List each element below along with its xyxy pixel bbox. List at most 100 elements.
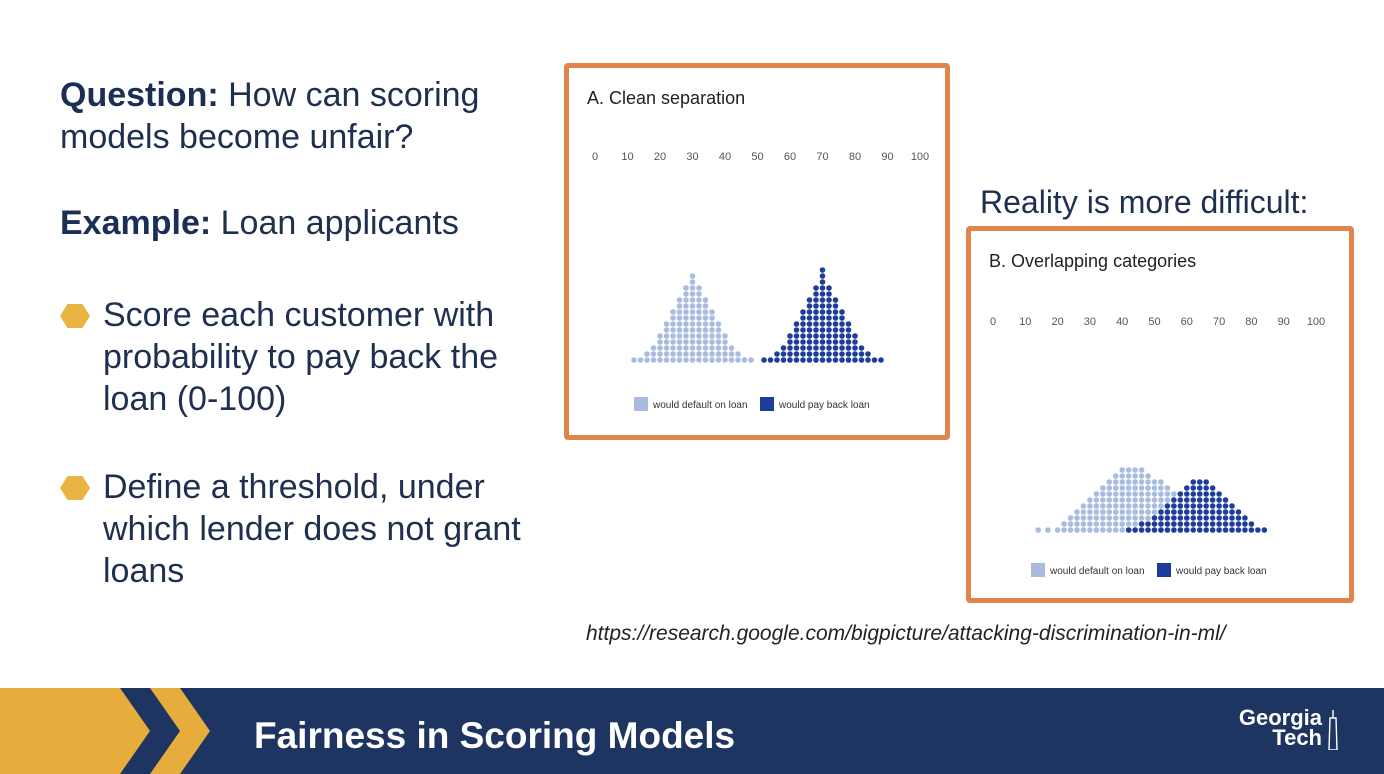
default-dot xyxy=(735,351,741,357)
payback-dot xyxy=(1203,515,1209,521)
bullet-text: Score each customer with probability to … xyxy=(103,296,499,418)
payback-dot xyxy=(1222,527,1229,533)
default-dot xyxy=(637,357,644,363)
default-dot xyxy=(657,357,663,363)
default-dot xyxy=(1119,473,1125,479)
x-tick-label: 20 xyxy=(1051,316,1063,328)
default-dot xyxy=(728,351,735,357)
payback-dot xyxy=(1171,515,1177,521)
payback-dot xyxy=(1203,521,1209,527)
chart-title: A. Clean separation xyxy=(587,88,745,108)
payback-dot xyxy=(1184,509,1190,515)
payback-dot xyxy=(813,315,819,321)
default-dot xyxy=(1061,521,1067,527)
payback-dot xyxy=(826,321,832,327)
payback-dot xyxy=(819,321,826,327)
payback-dot xyxy=(826,303,832,309)
x-tick-label: 70 xyxy=(816,151,828,163)
payback-dot xyxy=(1196,491,1203,497)
payback-dot xyxy=(787,351,793,357)
default-dot xyxy=(702,333,709,339)
payback-dot xyxy=(826,297,832,303)
default-dot xyxy=(1087,509,1093,515)
chart-card-overlapping-categories: B. Overlapping categories 0 10 20 30 40 50 60 70… xyxy=(966,226,1354,603)
default-dot xyxy=(689,297,696,303)
question: Question: How can scoring models become … xyxy=(60,74,530,158)
default-dot xyxy=(683,333,689,339)
payback-dot xyxy=(787,345,793,351)
payback-dot xyxy=(852,339,858,345)
payback-dot xyxy=(1158,509,1164,515)
payback-dot xyxy=(826,315,832,321)
default-dot xyxy=(715,357,722,363)
default-dot xyxy=(644,357,650,363)
default-dot xyxy=(1125,491,1132,497)
payback-dot xyxy=(1203,527,1209,533)
payback-dot xyxy=(832,357,839,363)
footer-title: Fairness in Scoring Models xyxy=(254,715,736,756)
payback-dot xyxy=(858,357,865,363)
default-dot xyxy=(676,309,683,315)
payback-dot xyxy=(845,327,852,333)
payback-dot xyxy=(1229,515,1235,521)
payback-dot xyxy=(826,357,832,363)
default-dot xyxy=(1132,491,1138,497)
payback-dot xyxy=(1203,485,1209,491)
payback-dot xyxy=(793,357,800,363)
default-dot xyxy=(1145,485,1151,491)
default-dot xyxy=(1119,515,1125,521)
default-dot xyxy=(702,339,709,345)
payback-dot xyxy=(1222,503,1229,509)
default-dot xyxy=(1100,527,1106,533)
legend-label: would default on loan xyxy=(1049,566,1145,577)
default-dot xyxy=(1100,485,1106,491)
question-text: How can scoring models become unfair? xyxy=(60,76,480,156)
default-dot xyxy=(689,291,696,297)
default-dot xyxy=(1151,503,1158,509)
default-dot xyxy=(1112,473,1119,479)
payback-dot xyxy=(1216,509,1222,515)
payback-dot xyxy=(1138,527,1145,533)
hexagon-bullet-icon xyxy=(60,304,90,328)
payback-dot xyxy=(787,357,793,363)
payback-dot xyxy=(793,339,800,345)
hexagon-bullet-icon xyxy=(60,476,90,500)
payback-dot xyxy=(819,279,826,285)
payback-dot xyxy=(1184,503,1190,509)
default-dot xyxy=(1132,485,1138,491)
default-dot xyxy=(1125,467,1132,473)
payback-dot xyxy=(1151,521,1158,527)
example-text: Loan applicants xyxy=(211,204,459,242)
payback-dot xyxy=(1229,503,1235,509)
default-dot xyxy=(683,303,689,309)
default-dot xyxy=(1138,515,1145,521)
payback-dot xyxy=(845,321,852,327)
default-dot xyxy=(683,339,689,345)
payback-dot xyxy=(1190,491,1197,497)
payback-dot xyxy=(806,327,813,333)
tower-icon xyxy=(1328,710,1338,750)
payback-dot xyxy=(832,321,839,327)
payback-dot xyxy=(826,291,832,297)
example: Example: Loan applicants xyxy=(60,204,459,243)
payback-dot xyxy=(852,345,858,351)
payback-dot xyxy=(1171,509,1177,515)
default-dot xyxy=(1145,503,1151,509)
default-dot xyxy=(1054,527,1061,533)
default-dot xyxy=(1119,479,1125,485)
payback-dot xyxy=(800,333,806,339)
default-dot xyxy=(1074,509,1080,515)
default-dot xyxy=(1138,473,1145,479)
default-dot xyxy=(696,285,702,291)
default-dot xyxy=(722,357,728,363)
payback-dot xyxy=(826,285,832,291)
default-dot xyxy=(1080,515,1087,521)
payback-dot xyxy=(826,351,832,357)
default-dot xyxy=(696,303,702,309)
payback-dot xyxy=(845,357,852,363)
default-dot xyxy=(1112,515,1119,521)
default-dot xyxy=(689,351,696,357)
legend-label: would pay back loan xyxy=(778,400,870,411)
default-dot xyxy=(631,357,637,363)
default-dot xyxy=(689,285,696,291)
